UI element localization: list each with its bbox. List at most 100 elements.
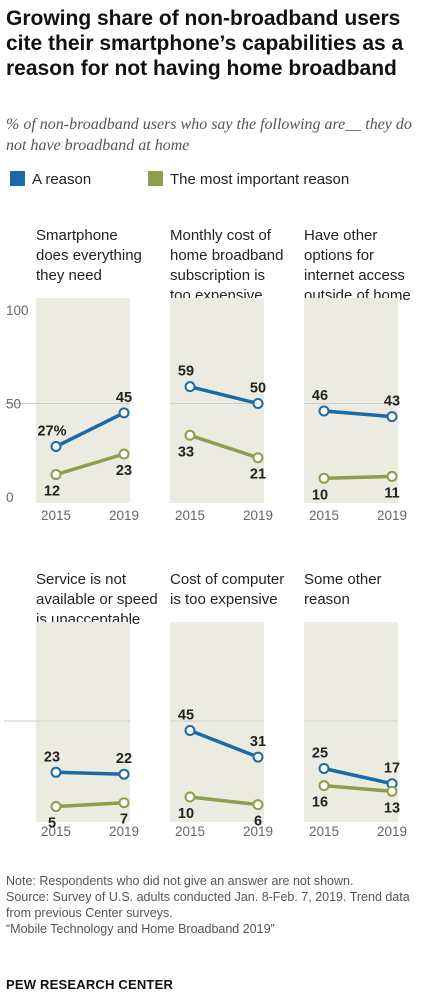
series-line-most-important [322, 783, 394, 794]
data-point-most-important [386, 785, 398, 797]
series-line-most-important [188, 433, 260, 460]
panel-background [170, 622, 264, 822]
x-tick-label: 2015 [41, 824, 71, 839]
data-point-reason [252, 398, 264, 409]
x-tick-label: 2019 [109, 824, 139, 839]
data-point-most-important [118, 797, 130, 809]
data-point-reason [252, 751, 264, 763]
legend: A reason The most important reason [6, 170, 420, 192]
data-point-reason [184, 381, 196, 393]
data-label-most-important: 6 [254, 814, 262, 830]
data-label-reason: 22 [116, 751, 132, 767]
x-tick-label: 2015 [309, 508, 339, 523]
data-label-reason: 31 [250, 734, 266, 750]
legend-swatch-reason [10, 171, 25, 186]
x-tick-label: 2019 [377, 824, 407, 839]
data-label-reason: 43 [384, 394, 400, 410]
panel-title-line: they need [36, 267, 102, 284]
data-point-most-important [386, 470, 398, 482]
data-point-most-important [184, 791, 196, 803]
data-point-most-important [318, 780, 330, 792]
x-tick-label: 2019 [377, 508, 407, 523]
data-label-most-important: 33 [178, 444, 194, 460]
note-text: Note: Respondents who did not give an an… [6, 874, 354, 888]
data-label-reason: 45 [178, 708, 194, 724]
panel-title-line: Service is not [36, 571, 127, 588]
y-tick-label: 100 [6, 303, 29, 318]
chart-footer: Note: Respondents who did not give an an… [6, 873, 422, 937]
panel-title-line: does everything [36, 247, 142, 264]
panel-1: Smartphone does everything they need 100 50 0… [4, 227, 142, 523]
data-point-most-important [118, 448, 130, 460]
panel-title-line: reason [304, 591, 350, 608]
series-line-reason [322, 766, 394, 786]
legend-label-most-important: The most important reason [170, 171, 350, 188]
panel-background [36, 298, 130, 503]
legend-item-reason: A reason [10, 170, 91, 190]
panel-title-line: Have other [304, 227, 377, 244]
data-point-reason [118, 768, 130, 780]
data-label-reason: 17 [384, 761, 400, 777]
data-label-reason: 27% [37, 424, 66, 440]
data-label-most-important: 13 [384, 800, 400, 816]
data-point-most-important [252, 799, 264, 811]
data-label-most-important: 10 [178, 806, 194, 822]
panel-background [304, 298, 398, 503]
data-point-reason [318, 405, 330, 417]
x-tick-label: 2019 [243, 824, 273, 839]
data-label-most-important: 10 [312, 487, 328, 503]
data-point-most-important [318, 472, 330, 484]
chart-subtitle: % of non-broadband users who say the fol… [6, 116, 412, 154]
source-text: Source: Survey of U.S. adults conducted … [6, 890, 410, 920]
data-point-reason [318, 763, 330, 774]
series-line-reason [54, 770, 126, 776]
panel-title-line: subscription is [170, 267, 265, 284]
data-label-most-important: 16 [312, 795, 328, 811]
panel-background [36, 622, 130, 822]
source-org-logo: PEW RESEARCH CENTER [6, 977, 174, 992]
data-label-reason: 50 [250, 381, 266, 397]
panel-title-line: is too expensive [170, 591, 278, 608]
data-label-most-important: 7 [120, 812, 128, 828]
panel-title-line: Monthly cost of [170, 227, 272, 244]
panel-6: Some other reason 2015 2019 25 17 16 13 [304, 571, 407, 839]
panel-2: Monthly cost of home broadband subscriptio… [170, 227, 283, 523]
small-multiples-chart: Smartphone does everything they need 100 50 0… [4, 227, 411, 839]
panel-title-line: Some other [304, 571, 382, 588]
panel-title-line: internet access [304, 267, 405, 284]
data-label-reason: 46 [312, 388, 328, 404]
series-line-most-important [54, 452, 126, 477]
report-title: “Mobile Technology and Home Broadband 20… [6, 922, 275, 936]
series-line-reason [188, 728, 260, 759]
panel-title-line: options for [304, 247, 374, 264]
series-line-most-important [322, 474, 394, 481]
panel-title-line: available or speed [36, 591, 158, 608]
data-point-most-important [184, 429, 196, 441]
data-label-most-important: 11 [384, 485, 399, 501]
data-label-most-important: 21 [250, 467, 266, 483]
y-tick-label: 0 [6, 490, 14, 505]
series-line-reason [322, 409, 394, 419]
data-label-most-important: 23 [116, 463, 132, 479]
data-point-reason [386, 411, 398, 423]
data-point-reason [184, 725, 196, 736]
legend-item-most-important: The most important reason [148, 170, 349, 190]
panel-title-line: Smartphone [36, 227, 118, 244]
panel-title-line: Cost of computer [170, 571, 284, 588]
x-tick-label: 2015 [41, 508, 71, 523]
chart-title: Growing share of non-broadband users cit… [6, 7, 404, 80]
x-tick-label: 2015 [309, 824, 339, 839]
data-point-most-important [252, 452, 264, 464]
panel-title-line: home broadband [170, 247, 283, 264]
series-line-reason [54, 411, 126, 449]
data-label-reason: 25 [312, 746, 328, 762]
series-line-most-important [188, 795, 260, 807]
x-tick-label: 2015 [175, 824, 205, 839]
x-tick-label: 2019 [109, 508, 139, 523]
legend-swatch-most-important [148, 171, 163, 186]
data-label-most-important: 12 [44, 484, 60, 500]
series-line-most-important [54, 800, 126, 809]
panel-5: Cost of computer is too expensive 2015 2019… [170, 571, 284, 839]
legend-label-reason: A reason [32, 171, 92, 188]
